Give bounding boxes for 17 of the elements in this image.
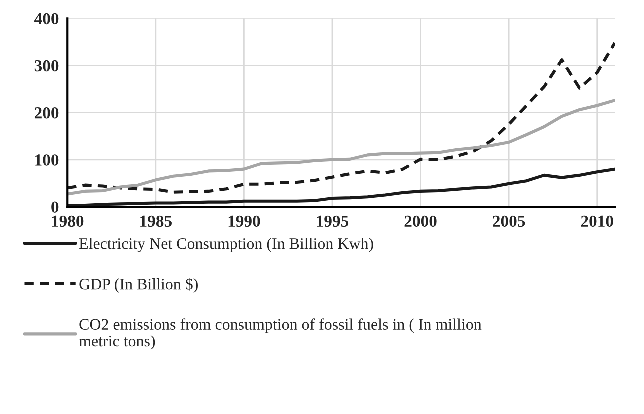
- legend-label: GDP (In Billion $): [80, 278, 198, 294]
- x-tick-label: 2005: [493, 216, 526, 228]
- x-tick-label: 1985: [140, 216, 172, 228]
- y-tick-label: 300: [34, 60, 59, 72]
- x-tick-label: 1990: [228, 216, 260, 228]
- y-tick-label: 100: [36, 154, 59, 166]
- x-tick-label: 1995: [317, 216, 349, 228]
- x-tick-label: 2010: [581, 216, 614, 228]
- x-tick-label: 1980: [52, 216, 84, 228]
- line-series: [68, 99, 616, 196]
- y-tick-label: 200: [34, 108, 59, 119]
- legend-label: Electricity Net Consumption (In Billion Kwh): [80, 238, 374, 253]
- y-tick-label: 0: [52, 202, 59, 213]
- x-tick-label: 2000: [404, 216, 437, 228]
- y-tick-label: 400: [34, 13, 59, 25]
- legend-label: CO2 emissions from consumption of fossil fuels in ( In million metric tons): [79, 318, 482, 350]
- line-series: [68, 42, 616, 194]
